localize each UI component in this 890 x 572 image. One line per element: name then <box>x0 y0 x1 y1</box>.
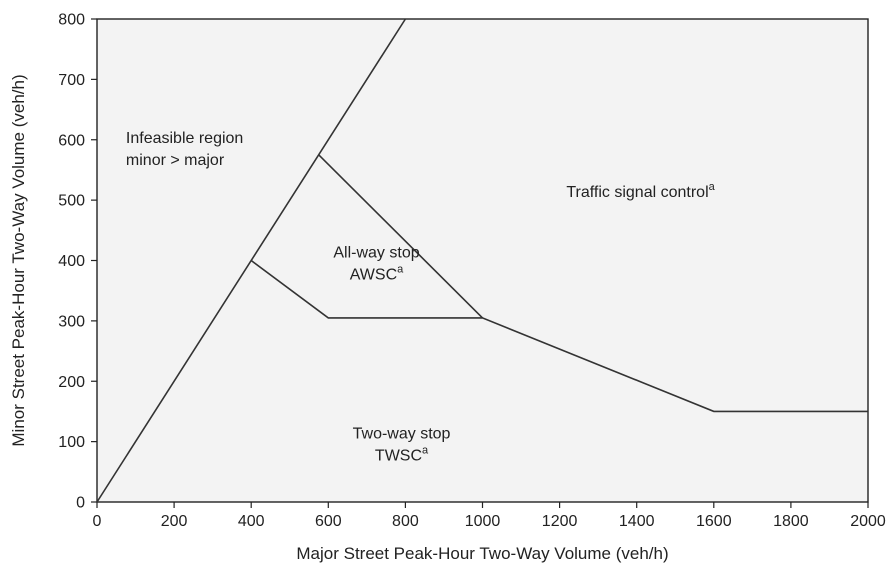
x-tick-label: 200 <box>161 513 188 530</box>
region-label: All-way stop AWSCa <box>333 244 419 283</box>
x-tick-label: 1000 <box>465 513 501 530</box>
x-tick-label: 1400 <box>619 513 655 530</box>
boundary-lines <box>96 18 868 503</box>
region-label: Infeasible region minor > major <box>126 130 243 169</box>
region-label: Traffic signal controla <box>566 181 715 201</box>
y-axis-title: Minor Street Peak-Hour Two-Way Volume (v… <box>9 74 28 446</box>
y-tick-label: 400 <box>58 253 85 270</box>
region-label: Two-way stop TWSCa <box>353 426 451 465</box>
x-tick-label: 800 <box>392 513 419 530</box>
x-tick-label: 1600 <box>696 513 732 530</box>
x-tick-label: 400 <box>238 513 265 530</box>
x-tick-label: 1800 <box>773 513 809 530</box>
x-tick-label: 0 <box>93 513 102 530</box>
y-tick-label: 100 <box>58 434 85 451</box>
y-tick-label: 500 <box>58 193 85 210</box>
y-tick-label: 0 <box>76 495 85 512</box>
y-tick-label: 800 <box>58 12 85 29</box>
y-tick-label: 600 <box>58 132 85 149</box>
x-axis: 0 200 400 600 800 1000 1200 1400 1600 1800 2000 <box>93 502 886 530</box>
plot-area <box>96 18 869 503</box>
x-tick-label: 2000 <box>850 513 886 530</box>
y-tick-label: 700 <box>58 72 85 89</box>
y-tick-label: 300 <box>58 313 85 330</box>
x-tick-label: 1200 <box>542 513 578 530</box>
region-labels: Infeasible region minor > major Traffic si… <box>126 130 716 465</box>
x-axis-title: Major Street Peak-Hour Two-Way Volume (v… <box>296 544 668 563</box>
x-tick-label: 600 <box>315 513 342 530</box>
boundary-line-3 <box>318 154 484 319</box>
y-axis: 0 100 200 300 400 500 600 700 800 <box>58 12 97 512</box>
y-tick-label: 200 <box>58 374 85 391</box>
